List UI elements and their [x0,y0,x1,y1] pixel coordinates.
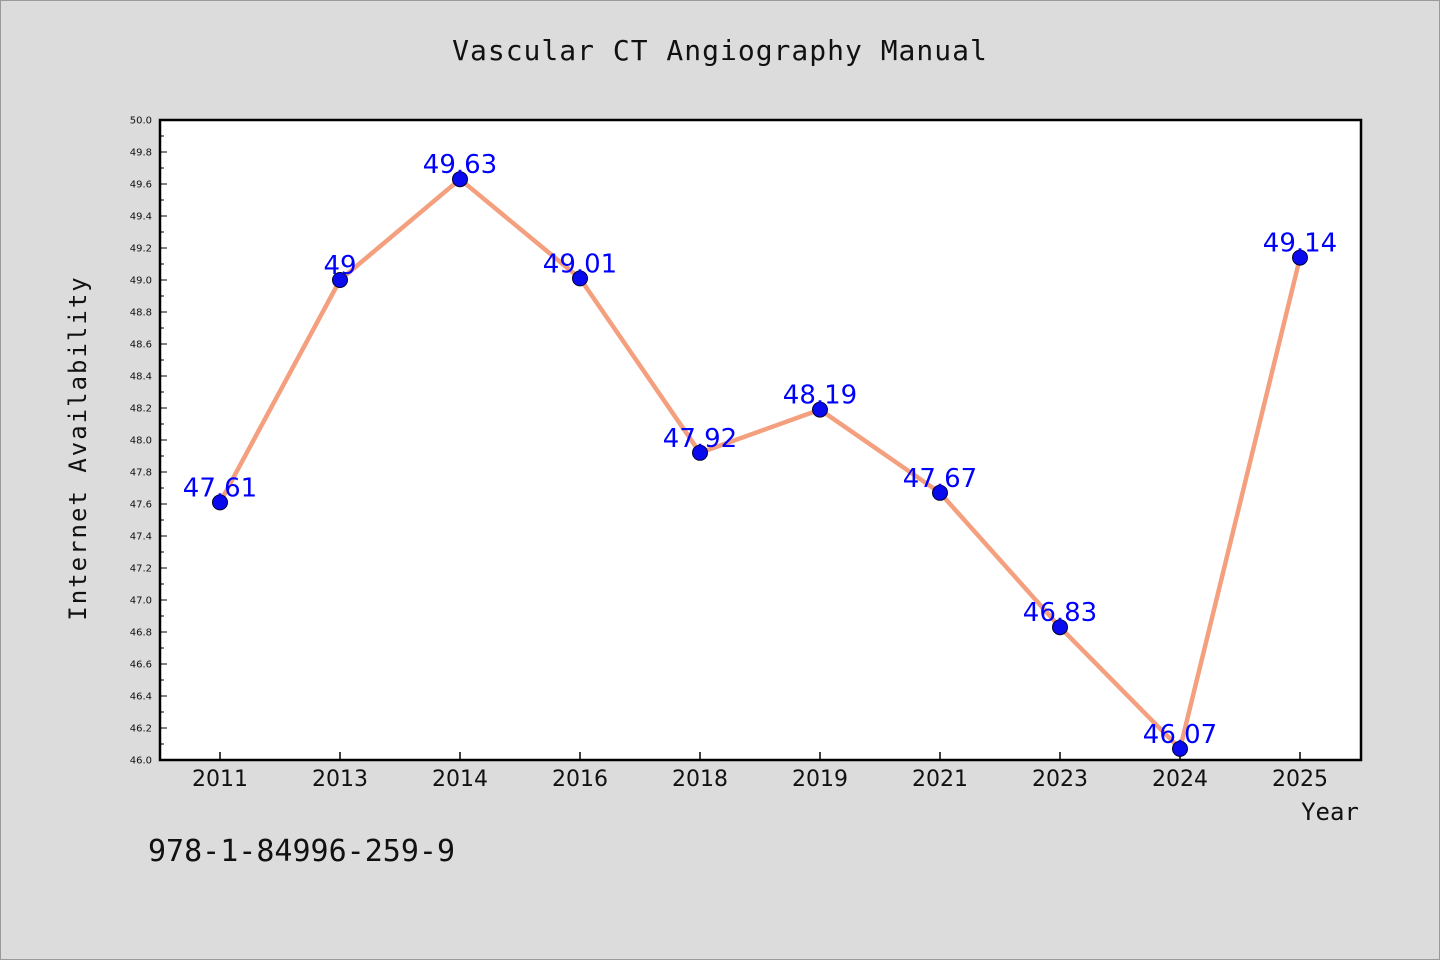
y-tick-label: 46.4 [130,692,152,703]
data-point [1172,740,1188,757]
y-axis-label: Internet Availability [64,275,92,620]
x-axis-label: Year [1301,798,1359,826]
x-tick-label: 2014 [432,767,488,792]
y-tick-label: 49.2 [130,244,152,255]
y-tick-label: 47.4 [130,532,152,543]
data-label: 47.67 [903,464,977,494]
x-tick-label: 2023 [1032,767,1088,792]
y-tick-label: 48.2 [130,404,152,415]
y-tick-label: 48.6 [130,340,152,351]
isbn-code: 978-1-84996-259-9 [148,834,456,869]
y-tick-label: 47.0 [130,596,152,607]
data-label: 49.63 [423,150,497,180]
x-tick-label: 2025 [1272,767,1328,792]
x-tick-label: 2018 [672,767,728,792]
y-tick-label: 49.6 [130,180,152,191]
x-tick-label: 2019 [792,767,848,792]
data-point [332,272,348,288]
series-line [218,176,1303,752]
data-point [572,270,588,287]
y-tick-label: 48.8 [130,308,152,319]
plot-border [158,118,1363,762]
plot-area [160,120,1361,760]
x-tick-label: 2021 [912,767,968,792]
y-tick-label: 46.0 [130,756,152,767]
data-point [1052,619,1068,636]
data-labels-group: 47.61 49 49.63 49.01 47.92 48.19 47.67 46.83 46.… [183,150,1337,750]
x-tick-label: 2013 [312,767,368,792]
y-tick-label: 49.0 [130,276,152,287]
data-point [812,401,828,418]
data-label: 48.19 [783,381,857,411]
y-tick-label: 49.4 [130,212,152,223]
data-point [1292,249,1308,266]
y-tick-label: 46.8 [130,628,152,639]
y-axis-ticks: 46.0 46.2 46.4 46.6 46.8 47.0 47.2 47.4 47.6 47.8… [130,116,167,767]
data-label: 49.01 [543,249,617,279]
data-point [212,494,228,511]
y-tick-label: 50.0 [130,116,152,127]
series-group [212,171,1308,757]
x-tick-label: 2016 [552,767,608,792]
chart-title: Vascular CT Angiography Manual [452,34,988,67]
y-tick-label: 48.4 [130,372,152,383]
data-label: 49.14 [1263,229,1337,259]
x-axis-ticks: 2011 2013 2014 2016 2018 2019 2021 2023 2024 2025 [192,752,1328,792]
y-tick-label: 46.6 [130,660,152,671]
y-tick-label: 47.8 [130,468,152,479]
data-label: 47.61 [183,473,257,503]
data-label: 46.07 [1143,720,1217,750]
data-label: 49 [323,251,356,281]
y-tick-label: 48.0 [130,436,152,447]
x-tick-label: 2024 [1152,767,1208,792]
y-tick-label: 46.2 [130,724,152,735]
y-tick-label: 47.6 [130,500,152,511]
y-tick-label: 47.2 [130,564,152,575]
x-tick-label: 2011 [192,767,248,792]
y-tick-label: 49.8 [130,148,152,159]
data-point [692,444,708,461]
data-label: 47.92 [663,424,737,454]
data-point [452,171,468,188]
data-label: 46.83 [1023,598,1097,628]
data-point [932,484,948,501]
